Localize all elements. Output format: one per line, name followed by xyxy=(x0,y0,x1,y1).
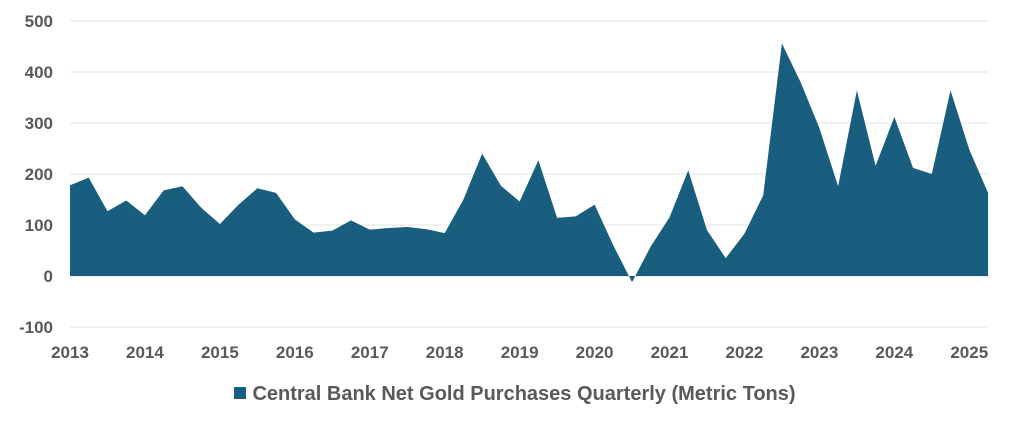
x-tick-label: 2020 xyxy=(576,343,614,362)
x-tick-label: 2017 xyxy=(351,343,389,362)
y-tick-label: 500 xyxy=(25,12,53,31)
y-tick-label: 200 xyxy=(25,165,53,184)
legend-label: Central Bank Net Gold Purchases Quarterl… xyxy=(252,383,796,405)
x-tick-label: 2025 xyxy=(950,343,988,362)
legend-swatch xyxy=(234,386,247,399)
x-tick-label: 2016 xyxy=(276,343,314,362)
y-axis-ticks: -100 0 100 200 300 400 500 xyxy=(19,12,53,337)
x-tick-label: 2019 xyxy=(501,343,539,362)
x-tick-label: 2014 xyxy=(126,343,164,362)
x-tick-label: 2022 xyxy=(726,343,764,362)
x-tick-label: 2021 xyxy=(651,343,689,362)
area-series-fill xyxy=(70,43,988,283)
y-tick-label: 0 xyxy=(44,267,53,286)
x-tick-label: 2015 xyxy=(201,343,239,362)
legend: Central Bank Net Gold Purchases Quarterl… xyxy=(0,383,1030,406)
x-tick-label: 2024 xyxy=(875,343,913,362)
y-tick-label: 100 xyxy=(25,216,53,235)
area-series xyxy=(70,43,988,283)
x-tick-label: 2013 xyxy=(51,343,89,362)
x-tick-label: 2023 xyxy=(800,343,838,362)
x-axis-ticks: 2013 2014 2015 2016 2017 2018 2019 2020 2021 2022… xyxy=(51,343,988,362)
y-tick-label: 400 xyxy=(25,63,53,82)
x-tick-label: 2018 xyxy=(426,343,464,362)
y-tick-label: -100 xyxy=(19,318,53,337)
y-tick-label: 300 xyxy=(25,114,53,133)
